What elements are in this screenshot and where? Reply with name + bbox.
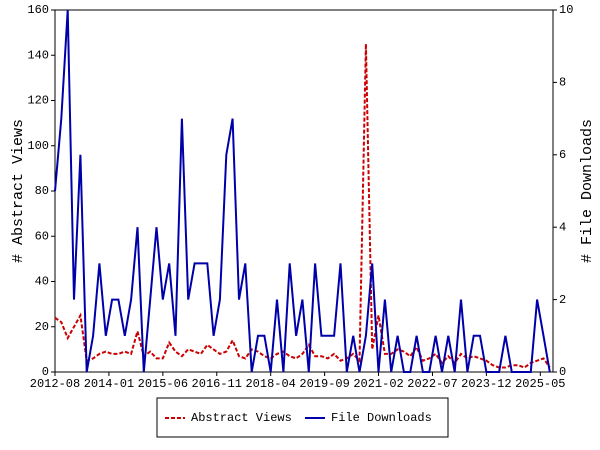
x-tick-label: 2015-06 [138,377,188,391]
y-tick-label: 100 [27,139,49,153]
x-tick-label: 2012-08 [30,377,80,391]
y-tick-label: 80 [35,184,49,198]
x-tick-label: 2018-04 [245,377,295,391]
x-tick-label: 2016-11 [192,377,242,391]
y-tick-label: 0 [42,365,49,379]
y-tick-label: 160 [27,3,49,17]
x-tick-label: 2022-07 [407,377,457,391]
y2-tick-label: 4 [559,220,566,234]
x-tick-label: 2023-12 [461,377,511,391]
y2-tick-label: 0 [559,365,566,379]
legend-box [156,397,449,438]
legend-label: Abstract Views [191,411,292,425]
y-tick-label: 120 [27,94,49,108]
y-tick-label: 20 [35,320,49,334]
y-tick-label: 140 [27,48,49,62]
y-tick-label: 40 [35,275,49,289]
y2-tick-label: 8 [559,76,566,90]
y2-tick-label: 2 [559,293,566,307]
x-tick-label: 2019-09 [299,377,349,391]
series-line [54,9,551,373]
y2-axis-label: # File Downloads [579,119,596,263]
y-tick-label: 60 [35,229,49,243]
y2-tick-label: 10 [559,3,573,17]
x-tick-label: 2025-05 [515,377,565,391]
y2-tick-label: 6 [559,148,566,162]
x-tick-label: 2021-02 [353,377,403,391]
legend-label: File Downloads [331,411,432,425]
series-line [54,43,551,369]
y-axis-label: # Abstract Views [10,119,27,263]
x-tick-label: 2014-01 [84,377,134,391]
